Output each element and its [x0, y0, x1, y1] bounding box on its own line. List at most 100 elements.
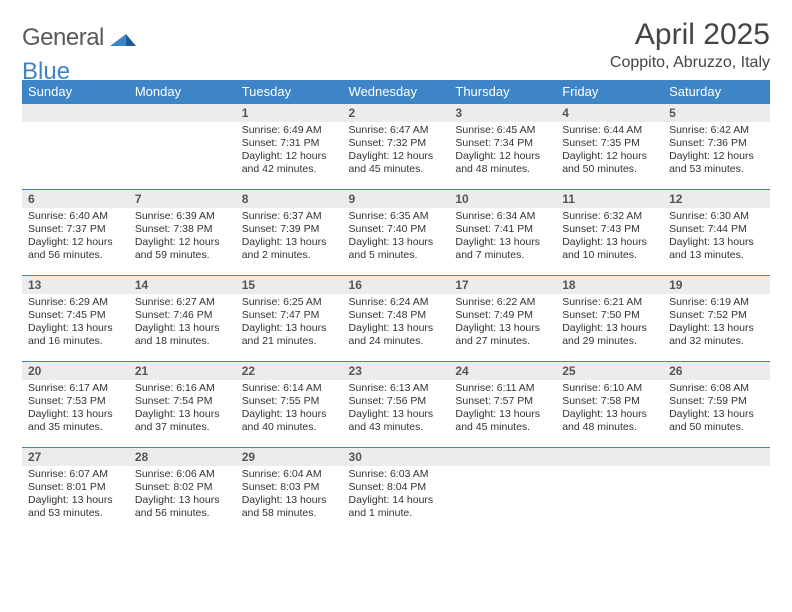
- daylight-text: Daylight: 14 hours and 1 minute.: [349, 494, 444, 520]
- day-number: [663, 447, 770, 466]
- daylight-text: Daylight: 13 hours and 48 minutes.: [562, 408, 657, 434]
- sunrise-text: Sunrise: 6:32 AM: [562, 210, 657, 223]
- calendar-cell: 1Sunrise: 6:49 AMSunset: 7:31 PMDaylight…: [236, 103, 343, 189]
- sunset-text: Sunset: 7:56 PM: [349, 395, 444, 408]
- day-number: 13: [22, 275, 129, 294]
- day-body: Sunrise: 6:10 AMSunset: 7:58 PMDaylight:…: [556, 380, 663, 439]
- daylight-text: Daylight: 12 hours and 56 minutes.: [28, 236, 123, 262]
- day-number: 2: [343, 103, 450, 122]
- sunset-text: Sunset: 7:53 PM: [28, 395, 123, 408]
- sunrise-text: Sunrise: 6:47 AM: [349, 124, 444, 137]
- day-body: Sunrise: 6:30 AMSunset: 7:44 PMDaylight:…: [663, 208, 770, 267]
- sunrise-text: Sunrise: 6:27 AM: [135, 296, 230, 309]
- sunset-text: Sunset: 7:43 PM: [562, 223, 657, 236]
- sunrise-text: Sunrise: 6:06 AM: [135, 468, 230, 481]
- day-number: 28: [129, 447, 236, 466]
- sunset-text: Sunset: 8:04 PM: [349, 481, 444, 494]
- day-body: Sunrise: 6:19 AMSunset: 7:52 PMDaylight:…: [663, 294, 770, 353]
- daylight-text: Daylight: 13 hours and 56 minutes.: [135, 494, 230, 520]
- sunset-text: Sunset: 7:40 PM: [349, 223, 444, 236]
- calendar-week-row: 27Sunrise: 6:07 AMSunset: 8:01 PMDayligh…: [22, 447, 770, 533]
- calendar-week-row: 20 Sunrise: 6:17 AMSunset: 7:53 PM Dayligh…: [22, 361, 770, 447]
- day-body: [556, 466, 663, 526]
- day-body: Sunrise: 6:07 AMSunset: 8:01 PMDaylight:…: [22, 466, 129, 525]
- day-body: Sunrise: 6:39 AMSunset: 7:38 PMDaylight:…: [129, 208, 236, 267]
- sunset-text: Sunset: 7:41 PM: [455, 223, 550, 236]
- sunrise-text: Sunrise: 6:17 AM: [28, 382, 123, 395]
- logo: General: [22, 18, 138, 52]
- sunset-text: Sunset: 7:45 PM: [28, 309, 123, 322]
- day-body: [663, 466, 770, 526]
- sunset-text: Sunset: 8:02 PM: [135, 481, 230, 494]
- sunrise-text: Sunrise: 6:16 AM: [135, 382, 230, 395]
- day-number: 20: [22, 361, 129, 380]
- day-body: Sunrise: 6:40 AMSunset: 7:37 PMDaylight:…: [22, 208, 129, 267]
- sunset-text: Sunset: 7:52 PM: [669, 309, 764, 322]
- daylight-text: Daylight: 13 hours and 10 minutes.: [562, 236, 657, 262]
- sunrise-text: Sunrise: 6:13 AM: [349, 382, 444, 395]
- day-body: Sunrise: 6:42 AMSunset: 7:36 PMDaylight:…: [663, 122, 770, 181]
- page: General April 2025 Coppito, Abruzzo, Ita…: [0, 0, 792, 533]
- daylight-text: Daylight: 13 hours and 29 minutes.: [562, 322, 657, 348]
- day-body: Sunrise: 6:29 AMSunset: 7:45 PMDaylight:…: [22, 294, 129, 353]
- day-number: 4: [556, 103, 663, 122]
- sunrise-text: Sunrise: 6:35 AM: [349, 210, 444, 223]
- daylight-text: Daylight: 13 hours and 45 minutes.: [455, 408, 550, 434]
- calendar-cell: [556, 447, 663, 533]
- sunset-text: Sunset: 7:47 PM: [242, 309, 337, 322]
- sunrise-text: Sunrise: 6:44 AM: [562, 124, 657, 137]
- day-number: 17: [449, 275, 556, 294]
- header: General April 2025 Coppito, Abruzzo, Ita…: [22, 18, 770, 72]
- day-number: 11: [556, 189, 663, 208]
- weekday-header: Friday: [556, 80, 663, 103]
- day-number: 29: [236, 447, 343, 466]
- day-number: 24: [449, 361, 556, 380]
- calendar-head: Sunday Monday Tuesday Wednesday Thursday…: [22, 80, 770, 103]
- calendar-week-row: 6Sunrise: 6:40 AMSunset: 7:37 PMDaylight…: [22, 189, 770, 275]
- daylight-text: Daylight: 13 hours and 27 minutes.: [455, 322, 550, 348]
- day-body: Sunrise: 6:37 AMSunset: 7:39 PMDaylight:…: [236, 208, 343, 267]
- calendar-cell: 9Sunrise: 6:35 AMSunset: 7:40 PMDaylight…: [343, 189, 450, 275]
- day-body: [129, 122, 236, 182]
- sunset-text: Sunset: 7:49 PM: [455, 309, 550, 322]
- calendar-cell: 28 Sunrise: 6:06 AMSunset: 8:02 PMDayligh…: [129, 447, 236, 533]
- calendar-cell: [22, 103, 129, 189]
- sunrise-text: Sunrise: 6:21 AM: [562, 296, 657, 309]
- daylight-text: Daylight: 12 hours and 48 minutes.: [455, 150, 550, 176]
- day-body: Sunrise: 6:08 AMSunset: 7:59 PMDaylight:…: [663, 380, 770, 439]
- day-body: Sunrise: 6:34 AMSunset: 7:41 PMDaylight:…: [449, 208, 556, 267]
- day-body: Sunrise: 6:35 AMSunset: 7:40 PMDaylight:…: [343, 208, 450, 267]
- day-body: Sunrise: 6:32 AMSunset: 7:43 PMDaylight:…: [556, 208, 663, 267]
- calendar-cell: [663, 447, 770, 533]
- calendar-cell: 17Sunrise: 6:22 AMSunset: 7:49 PMDayligh…: [449, 275, 556, 361]
- day-number: 25: [556, 361, 663, 380]
- calendar-cell: 22Sunrise: 6:14 AMSunset: 7:55 PMDayligh…: [236, 361, 343, 447]
- calendar-body: 1Sunrise: 6:49 AMSunset: 7:31 PMDaylight…: [22, 103, 770, 533]
- calendar-cell: [129, 103, 236, 189]
- sunrise-text: Sunrise: 6:10 AM: [562, 382, 657, 395]
- sunrise-text: Sunrise: 6:11 AM: [455, 382, 550, 395]
- day-number: 16: [343, 275, 450, 294]
- logo-mark-icon: [110, 26, 136, 51]
- daylight-text: Daylight: 13 hours and 32 minutes.: [669, 322, 764, 348]
- daylight-text: Daylight: 13 hours and 37 minutes.: [135, 408, 230, 434]
- day-body: Sunrise: 6:49 AMSunset: 7:31 PMDaylight:…: [236, 122, 343, 181]
- day-number: 15: [236, 275, 343, 294]
- day-number: 9: [343, 189, 450, 208]
- day-number: 6: [22, 189, 129, 208]
- sunset-text: Sunset: 7:39 PM: [242, 223, 337, 236]
- daylight-text: Daylight: 13 hours and 43 minutes.: [349, 408, 444, 434]
- sunset-text: Sunset: 7:50 PM: [562, 309, 657, 322]
- sunrise-text: Sunrise: 6:49 AM: [242, 124, 337, 137]
- sunset-text: Sunset: 7:34 PM: [455, 137, 550, 150]
- calendar-table: Sunday Monday Tuesday Wednesday Thursday…: [22, 80, 770, 533]
- daylight-text: Daylight: 12 hours and 50 minutes.: [562, 150, 657, 176]
- daylight-text: Daylight: 12 hours and 45 minutes.: [349, 150, 444, 176]
- day-number: 23: [343, 361, 450, 380]
- day-number: 26: [663, 361, 770, 380]
- sunset-text: Sunset: 7:57 PM: [455, 395, 550, 408]
- calendar-cell: 4Sunrise: 6:44 AMSunset: 7:35 PMDaylight…: [556, 103, 663, 189]
- calendar-cell: 20Sunrise: 6:17 AMSunset: 7:53 PMDayligh…: [22, 361, 129, 447]
- calendar-cell: 7Sunrise: 6:39 AMSunset: 7:38 PMDaylight…: [129, 189, 236, 275]
- calendar-cell: 6Sunrise: 6:40 AMSunset: 7:37 PMDaylight…: [22, 189, 129, 275]
